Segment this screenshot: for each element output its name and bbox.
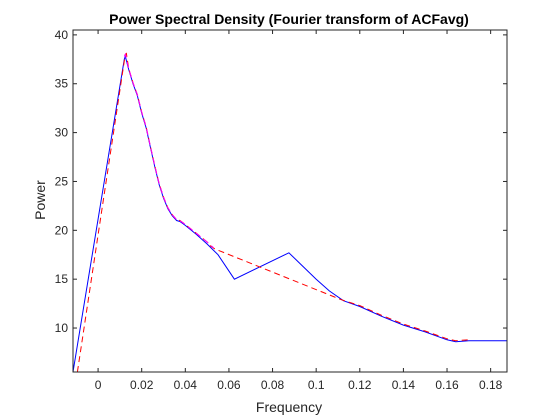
x-axis-ticks: 0 0.02 0.04 0.06 0.08 0.1 0.12 0.14 0.16 0.18 [95,30,503,392]
x-tick-label: 0.08 [261,378,285,392]
x-tick-label: 0.14 [392,378,416,392]
x-tick-label: 0.18 [479,378,503,392]
y-tick-label: 10 [55,321,69,335]
x-tick-label: 0.1 [308,378,325,392]
x-tick-label: 0 [95,378,102,392]
x-tick-label: 0.12 [348,378,372,392]
axes-frame [72,29,508,373]
series-line-3 [123,52,215,249]
y-axis-ticks: 10 15 20 25 30 35 40 [55,28,507,335]
plot-area [72,29,508,373]
series-line-1 [73,54,507,372]
x-tick-label: 0.06 [217,378,241,392]
x-axis-label: Frequency [256,399,322,415]
chart-title: Power Spectral Density (Fourier transfor… [109,11,469,27]
y-tick-label: 25 [55,174,69,188]
y-tick-label: 30 [55,126,69,140]
y-tick-label: 35 [55,77,69,91]
series-group [73,52,507,372]
x-tick-label: 0.16 [435,378,459,392]
y-tick-label: 20 [55,223,69,237]
y-tick-label: 15 [55,272,69,286]
x-tick-label: 0.02 [130,378,154,392]
y-tick-label: 40 [55,28,69,42]
series-line-2 [76,52,469,372]
y-axis-label: Power [32,180,48,220]
x-tick-label: 0.04 [174,378,198,392]
